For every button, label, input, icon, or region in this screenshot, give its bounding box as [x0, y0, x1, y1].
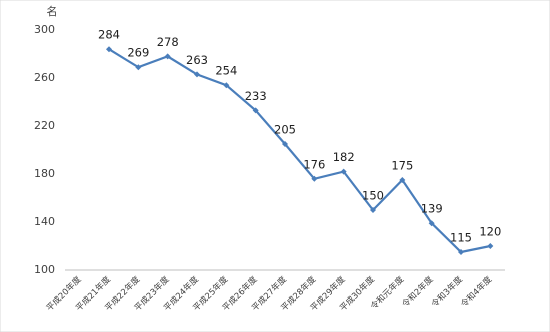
data-label: 278: [157, 35, 179, 49]
data-label: 150: [362, 189, 384, 203]
y-tick-label: 300: [34, 23, 55, 36]
data-label: 182: [333, 150, 355, 164]
data-label: 263: [186, 53, 208, 67]
y-tick-label: 180: [34, 167, 55, 180]
data-label: 120: [479, 225, 501, 239]
marker: [311, 175, 318, 182]
y-tick-label: 140: [34, 215, 55, 228]
marker: [252, 107, 259, 114]
data-label: 115: [450, 231, 472, 245]
marker: [223, 82, 230, 89]
y-unit: 名: [47, 4, 58, 18]
y-tick-label: 100: [34, 263, 55, 276]
marker: [487, 243, 494, 249]
marker: [282, 141, 288, 147]
data-label: 284: [98, 28, 120, 42]
marker: [370, 207, 376, 213]
marker: [458, 249, 464, 255]
marker: [399, 177, 406, 183]
marker: [135, 64, 142, 71]
marker: [428, 220, 435, 227]
marker: [106, 46, 112, 53]
data-label: 233: [245, 89, 267, 103]
data-label: 205: [274, 123, 296, 137]
data-label: 269: [127, 46, 149, 60]
data-label: 254: [215, 64, 237, 78]
data-label: 175: [391, 159, 413, 173]
marker: [164, 53, 171, 60]
data-label: 176: [303, 157, 325, 171]
marker: [340, 168, 347, 175]
y-tick-label: 220: [34, 119, 55, 132]
data-label: 139: [421, 202, 443, 216]
marker: [194, 71, 200, 78]
line: [108, 48, 491, 254]
y-tick-label: 260: [34, 71, 55, 84]
